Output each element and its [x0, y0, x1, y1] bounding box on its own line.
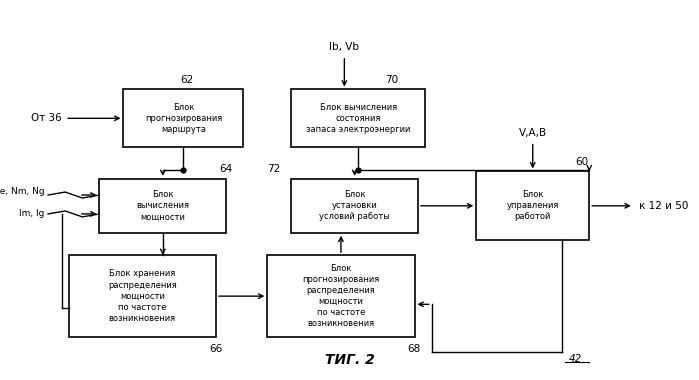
Text: 62: 62 — [180, 75, 193, 85]
Bar — [69, 255, 216, 337]
Text: Ne, Nm, Ng: Ne, Nm, Ng — [0, 187, 45, 196]
Text: Ib, Vb: Ib, Vb — [329, 42, 359, 52]
Text: 70: 70 — [385, 75, 398, 85]
Text: Блок
вычисления
мощности: Блок вычисления мощности — [136, 190, 189, 222]
Text: 66: 66 — [209, 344, 222, 354]
Text: 60: 60 — [575, 157, 589, 167]
Bar — [267, 255, 415, 337]
Bar — [124, 89, 243, 147]
Text: 72: 72 — [267, 165, 280, 174]
Text: ΤИГ. 2: ΤИГ. 2 — [324, 353, 375, 367]
Bar — [291, 179, 418, 233]
Text: Блок
прогнозирования
маршрута: Блок прогнозирования маршрута — [145, 103, 222, 134]
Text: Блок
установки
условий работы: Блок установки условий работы — [319, 190, 390, 222]
Text: V,A,B: V,A,B — [519, 128, 547, 138]
Text: к 12 и 50: к 12 и 50 — [639, 201, 688, 211]
Text: 64: 64 — [219, 165, 233, 174]
Text: Блок вычисления
состояния
запаса электроэнергии: Блок вычисления состояния запаса электро… — [306, 103, 410, 134]
Text: Блок
управления
работой: Блок управления работой — [507, 190, 559, 222]
Bar — [476, 171, 589, 240]
Text: Im, Ig: Im, Ig — [20, 209, 45, 218]
Text: 68: 68 — [408, 344, 421, 354]
Bar — [99, 179, 226, 233]
Text: Блок
прогнозирования
распределения
мощности
по частоте
возникновения: Блок прогнозирования распределения мощно… — [302, 264, 380, 328]
Text: Блок хранения
распределения
мощности
по частоте
возникновения: Блок хранения распределения мощности по … — [108, 269, 177, 323]
Text: От 36: От 36 — [31, 113, 62, 124]
Bar — [291, 89, 425, 147]
Text: 42: 42 — [569, 354, 582, 364]
